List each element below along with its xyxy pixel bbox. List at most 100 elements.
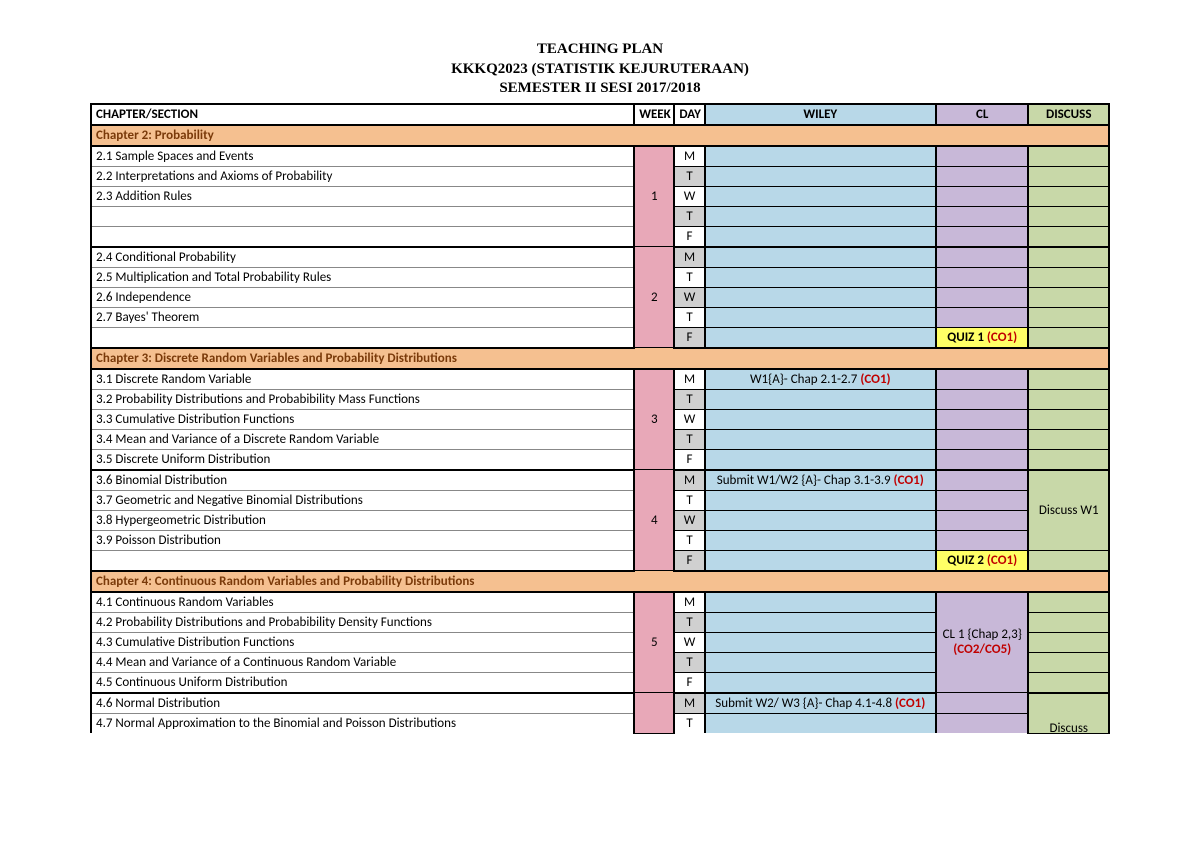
week-cell xyxy=(634,693,674,734)
table-row: 2.4 Conditional Probability 2 M xyxy=(91,247,1109,268)
discuss-cell xyxy=(1028,146,1109,167)
cl-cell: QUIZ 2 (CO1) xyxy=(936,550,1029,571)
wiley-cell xyxy=(705,550,936,571)
day-cell: T xyxy=(674,267,704,287)
cl-cell xyxy=(936,409,1029,429)
table-row: T xyxy=(91,206,1109,226)
section-cell: 3.3 Cumulative Distribution Functions xyxy=(91,409,634,429)
section-cell: 3.9 Poisson Distribution xyxy=(91,530,634,550)
cl-cell: CL 1 {Chap 2,3}(CO2/CO5) xyxy=(936,592,1029,693)
table-row: 3.5 Discrete Uniform Distribution F xyxy=(91,449,1109,470)
section-cell xyxy=(91,226,634,247)
section-cell: 2.2 Interpretations and Axioms of Probab… xyxy=(91,166,634,186)
discuss-cell xyxy=(1028,166,1109,186)
week-cell: 5 xyxy=(634,592,674,693)
chapter-title: Chapter 4: Continuous Random Variables a… xyxy=(91,571,1109,592)
cl-cell xyxy=(936,247,1029,268)
cl-cell xyxy=(936,146,1029,167)
table-row: 2.2 Interpretations and Axioms of Probab… xyxy=(91,166,1109,186)
cl-cell xyxy=(936,226,1029,247)
section-cell: 4.3 Cumulative Distribution Functions xyxy=(91,632,634,652)
discuss-cell xyxy=(1028,226,1109,247)
day-cell: T xyxy=(674,429,704,449)
wiley-cell xyxy=(705,490,936,510)
section-cell xyxy=(91,206,634,226)
wiley-cell xyxy=(705,429,936,449)
day-cell: F xyxy=(674,672,704,693)
table-row: 3.1 Discrete Random Variable 3 M W1{A}- … xyxy=(91,369,1109,390)
day-cell: W xyxy=(674,632,704,652)
discuss-cell xyxy=(1028,307,1109,327)
day-cell: T xyxy=(674,652,704,672)
day-cell: W xyxy=(674,186,704,206)
wiley-cell xyxy=(705,632,936,652)
day-cell: T xyxy=(674,389,704,409)
day-cell: M xyxy=(674,146,704,167)
discuss-cell xyxy=(1028,592,1109,613)
hdr-day: DAY xyxy=(674,104,704,125)
table-row: 2.5 Multiplication and Total Probability… xyxy=(91,267,1109,287)
discuss-cell: Discuss W1 xyxy=(1028,470,1109,551)
discuss-cell xyxy=(1028,206,1109,226)
wiley-cell xyxy=(705,206,936,226)
cl-cell: QUIZ 1 (CO1) xyxy=(936,327,1029,348)
table-row: 3.8 Hypergeometric Distribution W xyxy=(91,510,1109,530)
cl-cell xyxy=(936,693,1029,714)
day-cell: M xyxy=(674,592,704,613)
section-cell: 3.8 Hypergeometric Distribution xyxy=(91,510,634,530)
discuss-cell xyxy=(1028,632,1109,652)
wiley-cell xyxy=(705,713,936,733)
chapter-row: Chapter 3: Discrete Random Variables and… xyxy=(91,348,1109,369)
section-cell: 4.4 Mean and Variance of a Continuous Ra… xyxy=(91,652,634,672)
cl-cell xyxy=(936,389,1029,409)
day-cell: F xyxy=(674,226,704,247)
wiley-cell xyxy=(705,226,936,247)
cl-cell xyxy=(936,307,1029,327)
title-block: TEACHING PLAN KKKQ2023 (STATISTIK KEJURU… xyxy=(90,40,1110,99)
discuss-cell xyxy=(1028,389,1109,409)
discuss-cell xyxy=(1028,186,1109,206)
cl-cell xyxy=(936,490,1029,510)
section-cell: 4.7 Normal Approximation to the Binomial… xyxy=(91,713,634,733)
section-cell: 2.6 Independence xyxy=(91,287,634,307)
week-cell: 3 xyxy=(634,369,674,470)
wiley-cell xyxy=(705,307,936,327)
day-cell: F xyxy=(674,327,704,348)
day-cell: M xyxy=(674,247,704,268)
week-cell: 2 xyxy=(634,247,674,348)
day-cell: T xyxy=(674,490,704,510)
chapter-title: Chapter 2: Probability xyxy=(91,125,1109,146)
hdr-wiley: WILEY xyxy=(705,104,936,125)
cl-cell xyxy=(936,470,1029,491)
table-row: 3.9 Poisson Distribution T xyxy=(91,530,1109,550)
hdr-discuss: DISCUSS xyxy=(1028,104,1109,125)
table-row: 3.3 Cumulative Distribution Functions W xyxy=(91,409,1109,429)
wiley-cell: Submit W1/W2 {A}- Chap 3.1-3.9 (CO1) xyxy=(705,470,936,491)
section-cell xyxy=(91,550,634,571)
discuss-cell: Discuss xyxy=(1028,693,1109,734)
chapter-row: Chapter 2: Probability xyxy=(91,125,1109,146)
hdr-week: WEEK xyxy=(634,104,674,125)
table-row: 3.7 Geometric and Negative Binomial Dist… xyxy=(91,490,1109,510)
day-cell: W xyxy=(674,510,704,530)
day-cell: T xyxy=(674,713,704,733)
cl-cell xyxy=(936,510,1029,530)
hdr-section: CHAPTER/SECTION xyxy=(91,104,634,125)
day-cell: W xyxy=(674,287,704,307)
hdr-cl: CL xyxy=(936,104,1029,125)
wiley-cell: W1{A}- Chap 2.1-2.7 (CO1) xyxy=(705,369,936,390)
discuss-cell xyxy=(1028,327,1109,348)
discuss-cell xyxy=(1028,369,1109,390)
section-cell: 2.5 Multiplication and Total Probability… xyxy=(91,267,634,287)
cl-cell xyxy=(936,713,1029,733)
table-row: 3.4 Mean and Variance of a Discrete Rand… xyxy=(91,429,1109,449)
wiley-cell xyxy=(705,449,936,470)
cl-cell xyxy=(936,287,1029,307)
section-cell: 2.4 Conditional Probability xyxy=(91,247,634,268)
wiley-cell xyxy=(705,327,936,348)
header-row: CHAPTER/SECTION WEEK DAY WILEY CL DISCUS… xyxy=(91,104,1109,125)
section-cell: 4.1 Continuous Random Variables xyxy=(91,592,634,613)
discuss-cell xyxy=(1028,267,1109,287)
day-cell: T xyxy=(674,206,704,226)
discuss-cell xyxy=(1028,612,1109,632)
